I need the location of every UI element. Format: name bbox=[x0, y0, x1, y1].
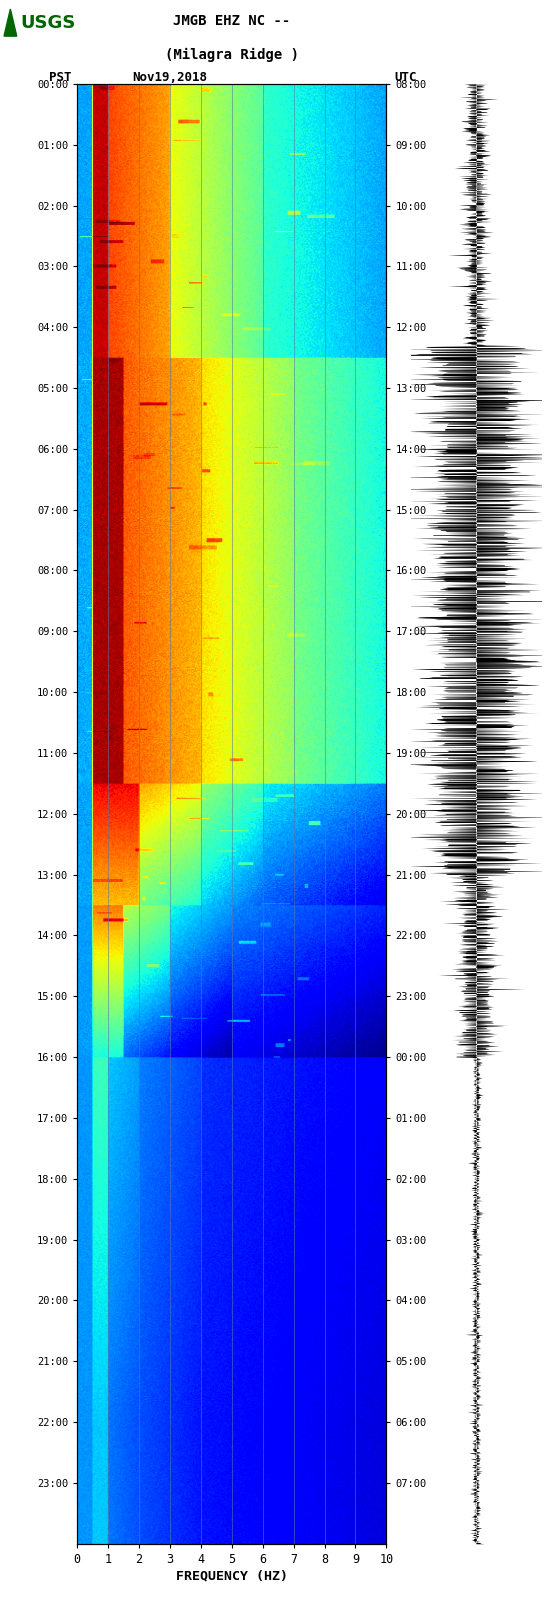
Text: PST: PST bbox=[49, 71, 72, 84]
Text: JMGB EHZ NC --: JMGB EHZ NC -- bbox=[173, 15, 290, 27]
Text: UTC: UTC bbox=[395, 71, 417, 84]
X-axis label: FREQUENCY (HZ): FREQUENCY (HZ) bbox=[176, 1569, 288, 1582]
Polygon shape bbox=[4, 10, 17, 35]
Text: Nov19,2018: Nov19,2018 bbox=[132, 71, 208, 84]
Text: (Milagra Ridge ): (Milagra Ridge ) bbox=[165, 47, 299, 61]
Text: USGS: USGS bbox=[20, 13, 76, 32]
